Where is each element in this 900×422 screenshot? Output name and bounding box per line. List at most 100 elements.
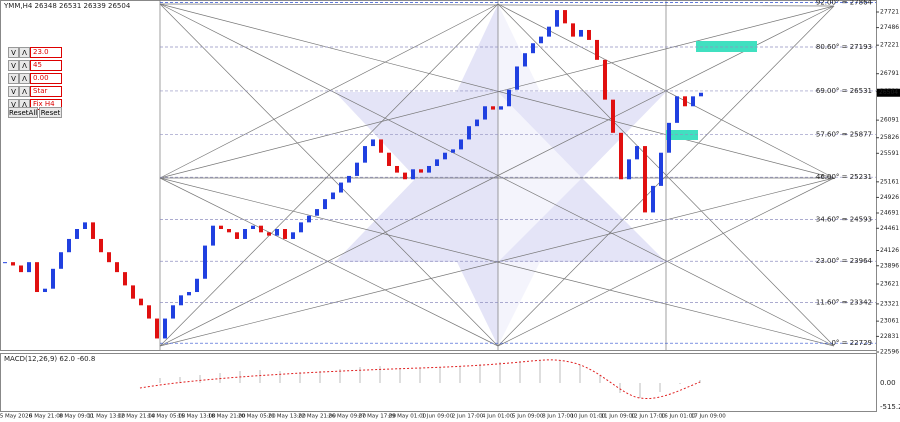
candle xyxy=(683,96,687,107)
x-tick-label: 2 Jun 17:00 xyxy=(452,414,484,420)
level-label: 80.60° = 27193 xyxy=(816,43,872,51)
y-tick-label: 23896 xyxy=(880,262,899,269)
x-tick-label: 6 May 21:00 xyxy=(29,414,64,420)
candle xyxy=(387,152,391,166)
level-label: 0° = 22729 xyxy=(831,339,872,347)
x-tick-label: 15 May 13:00 xyxy=(178,414,216,420)
y-tick-label: 24691 xyxy=(880,210,899,217)
candle xyxy=(195,278,199,293)
x-tick-label: 8 May 09:00 xyxy=(59,414,94,420)
level-label: 11.60° = 23342 xyxy=(816,299,872,307)
candle xyxy=(107,252,111,263)
input-field[interactable]: 23.0 xyxy=(30,47,62,58)
zone-box xyxy=(696,41,757,52)
button[interactable]: Λ xyxy=(19,47,30,58)
x-tick-label: 22 May 21:00 xyxy=(298,414,336,420)
button[interactable]: V xyxy=(8,73,19,84)
macd-axis-label: 0.00 xyxy=(880,379,896,387)
candle xyxy=(227,228,231,233)
candle xyxy=(635,146,639,160)
input-field[interactable]: Star xyxy=(30,86,62,97)
candle xyxy=(51,268,55,289)
candle xyxy=(563,10,567,24)
candle xyxy=(539,36,543,44)
candle xyxy=(571,23,575,37)
candle xyxy=(211,225,215,246)
input-field[interactable]: 45 xyxy=(30,60,62,71)
candle xyxy=(259,225,263,233)
button[interactable]: V xyxy=(8,47,19,58)
y-tick-label: 26091 xyxy=(880,117,899,124)
y-tick-label: 27721 xyxy=(880,9,899,16)
candle xyxy=(427,165,431,173)
y-tick-label: 23321 xyxy=(880,300,899,307)
button[interactable]: Λ xyxy=(19,60,30,71)
candle xyxy=(403,172,407,180)
level-label: 46.00° = 25231 xyxy=(816,173,872,181)
candle xyxy=(363,146,367,163)
x-tick-label: 10 Jun 01:00 xyxy=(570,414,605,420)
x-tick-label: 5 Jun 09:00 xyxy=(512,414,544,420)
y-tick-label: 22831 xyxy=(880,333,899,340)
x-tick-label: 4 Jun 01:00 xyxy=(482,414,514,420)
candle xyxy=(75,228,79,239)
candle xyxy=(419,169,423,173)
candle xyxy=(459,139,463,150)
macd-axis-label: -515.2 xyxy=(880,403,900,411)
candle xyxy=(11,262,15,266)
candle xyxy=(235,232,239,239)
candle xyxy=(267,232,271,236)
candle xyxy=(699,92,703,97)
candle xyxy=(667,122,671,153)
x-tick-label: 29 May 01:00 xyxy=(388,414,426,420)
candle xyxy=(619,132,623,180)
button[interactable]: V xyxy=(8,86,19,97)
candle xyxy=(283,228,287,239)
y-tick-label: 24926 xyxy=(880,194,899,201)
candle xyxy=(603,59,607,100)
candle xyxy=(475,119,479,127)
candle xyxy=(531,43,535,54)
macd-frame xyxy=(0,353,877,412)
zone-box xyxy=(666,130,698,140)
candle xyxy=(179,295,183,306)
candle xyxy=(299,222,303,233)
level-label: 34.60° = 24593 xyxy=(816,216,872,224)
candle xyxy=(323,199,327,210)
x-tick-label: 26 May 09:00 xyxy=(328,414,366,420)
candle xyxy=(643,146,647,213)
candle xyxy=(171,305,175,319)
candle xyxy=(507,89,511,107)
candle xyxy=(467,126,471,140)
button[interactable]: V xyxy=(8,60,19,71)
candle xyxy=(43,288,47,293)
level-label: 92.00° = 27864 xyxy=(816,0,873,7)
candle xyxy=(91,222,95,239)
y-tick-label: 24461 xyxy=(880,225,899,232)
price-tag-label: 26504 xyxy=(879,89,898,96)
y-tick-label: 27221 xyxy=(880,42,899,49)
y-tick-label: 23061 xyxy=(880,318,899,325)
button[interactable]: Reset xyxy=(39,107,62,118)
input-field[interactable]: 0.00 xyxy=(30,73,62,84)
candle xyxy=(35,262,39,293)
candle xyxy=(331,192,335,200)
candle xyxy=(443,152,447,160)
button[interactable]: ResetAll xyxy=(8,107,38,118)
candle xyxy=(611,99,615,133)
x-tick-label: 14 May 05:00 xyxy=(148,414,186,420)
x-tick-label: 12 May 21:00 xyxy=(118,414,156,420)
x-tick-label: 1 Jun 09:00 xyxy=(422,414,454,420)
button[interactable]: Λ xyxy=(19,86,30,97)
x-tick-label: 11 May 13:00 xyxy=(87,414,125,420)
level-label: 23.00° = 23964 xyxy=(816,257,873,265)
button[interactable]: Λ xyxy=(19,73,30,84)
candle xyxy=(155,318,159,339)
candle xyxy=(27,262,31,273)
x-tick-label: 12 Jun 17:00 xyxy=(631,414,666,420)
y-tick-label: 25826 xyxy=(880,134,899,141)
candle xyxy=(435,159,439,166)
candle xyxy=(587,29,591,40)
symbol-info: YMM,H4 26348 26531 26339 26504 xyxy=(3,2,131,10)
